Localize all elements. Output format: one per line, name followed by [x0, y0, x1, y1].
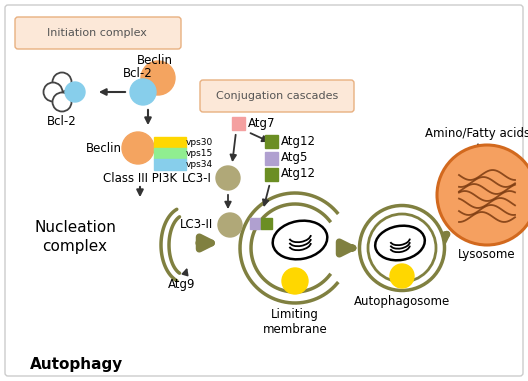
Bar [265, 135, 278, 148]
Ellipse shape [273, 221, 327, 259]
Circle shape [390, 264, 414, 288]
Ellipse shape [368, 214, 436, 282]
Bar [154, 137, 186, 148]
Bar [265, 168, 278, 181]
Text: Atg9: Atg9 [168, 278, 196, 291]
Text: Bcl-2: Bcl-2 [123, 67, 153, 80]
Circle shape [52, 93, 71, 112]
Text: Autophagy: Autophagy [30, 357, 123, 373]
FancyBboxPatch shape [15, 17, 181, 49]
Bar [261, 218, 272, 229]
Text: Beclin: Beclin [137, 53, 173, 67]
Text: Limiting
membrane: Limiting membrane [262, 308, 327, 336]
Text: vps30: vps30 [186, 138, 213, 147]
Text: vps34: vps34 [186, 160, 213, 169]
Bar [265, 152, 278, 165]
Text: P: P [59, 98, 65, 107]
Text: LC3-I: LC3-I [182, 171, 212, 184]
Circle shape [65, 82, 85, 102]
Ellipse shape [375, 226, 425, 260]
Circle shape [43, 83, 62, 101]
Text: LC3-II: LC3-II [180, 218, 213, 232]
Circle shape [130, 79, 156, 105]
Text: Amino/Fatty acids: Amino/Fatty acids [426, 126, 528, 139]
Text: Nucleation
complex: Nucleation complex [34, 220, 116, 254]
Circle shape [141, 61, 175, 95]
Circle shape [282, 268, 308, 294]
Text: Conjugation cascades: Conjugation cascades [216, 91, 338, 101]
Text: Lysosome: Lysosome [458, 248, 516, 261]
Circle shape [122, 132, 154, 164]
Text: vps15: vps15 [186, 149, 213, 158]
Bar [154, 148, 186, 159]
Bar [250, 218, 261, 229]
Text: Atg7: Atg7 [248, 117, 276, 130]
Bar [154, 159, 186, 170]
Text: Atg12: Atg12 [281, 168, 316, 181]
FancyBboxPatch shape [5, 5, 523, 376]
Text: Class III PI3K: Class III PI3K [103, 172, 177, 185]
Bar [232, 117, 245, 130]
Text: Autophagosome: Autophagosome [354, 295, 450, 308]
Text: Beclin: Beclin [86, 141, 122, 155]
FancyBboxPatch shape [200, 80, 354, 112]
Circle shape [52, 72, 71, 91]
Circle shape [218, 213, 242, 237]
Text: Initiation complex: Initiation complex [47, 28, 147, 38]
Text: Bcl-2: Bcl-2 [47, 115, 77, 128]
Circle shape [216, 166, 240, 190]
Text: Atg12: Atg12 [281, 134, 316, 147]
Circle shape [437, 145, 528, 245]
Text: Atg5: Atg5 [281, 152, 308, 165]
Text: P: P [59, 77, 65, 86]
Text: P: P [50, 88, 56, 96]
Ellipse shape [360, 205, 445, 290]
